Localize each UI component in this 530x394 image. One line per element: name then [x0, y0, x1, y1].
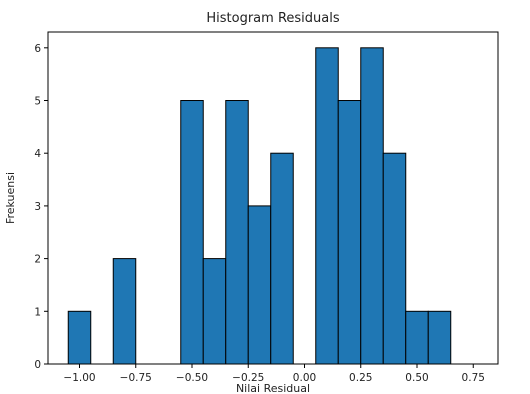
histogram-bar	[225, 100, 249, 365]
histogram-bar	[247, 205, 272, 365]
plot-frame	[47, 31, 499, 365]
y-tick-label: 0	[34, 359, 41, 371]
histogram-bar	[405, 310, 429, 365]
y-tick-label: 1	[34, 306, 41, 318]
x-tick-label: −1.00	[63, 372, 95, 384]
histogram-bar	[427, 310, 452, 365]
y-tick-label: 5	[34, 96, 41, 108]
x-tick-label: 0.75	[462, 372, 485, 384]
y-axis-label: Frekuensi	[4, 172, 17, 224]
histogram-bar	[270, 152, 294, 365]
y-tick-label: 3	[34, 201, 41, 213]
bars-group	[67, 47, 452, 365]
y-tick-label: 2	[34, 254, 41, 266]
x-tick-label: 0.25	[349, 372, 372, 384]
x-axis-ticks: −1.00 −0.75 −0.50 −0.25 0.00 0.25 0.50 0.75	[63, 364, 485, 384]
y-tick-label: 4	[34, 148, 41, 160]
histogram-bar	[112, 258, 137, 365]
histogram-bar	[360, 47, 384, 365]
x-axis-label: Nilai Residual	[236, 382, 310, 394]
x-tick-label: −0.50	[176, 372, 208, 384]
histogram-bar	[67, 310, 92, 365]
histogram-bar	[202, 258, 227, 365]
histogram-bar	[337, 100, 362, 365]
chart-title: Histogram Residuals	[206, 11, 339, 26]
histogram-bar	[315, 47, 339, 365]
x-tick-label: −0.75	[120, 372, 152, 384]
histogram-bar	[180, 100, 204, 365]
x-tick-label: −0.25	[232, 372, 264, 384]
y-axis-ticks: 0 1 2 3 4 5 6	[34, 43, 48, 371]
y-tick-label: 6	[34, 43, 41, 55]
histogram-bar	[382, 152, 407, 365]
x-tick-label: 0.00	[293, 372, 316, 384]
x-tick-label: 0.50	[405, 372, 428, 384]
